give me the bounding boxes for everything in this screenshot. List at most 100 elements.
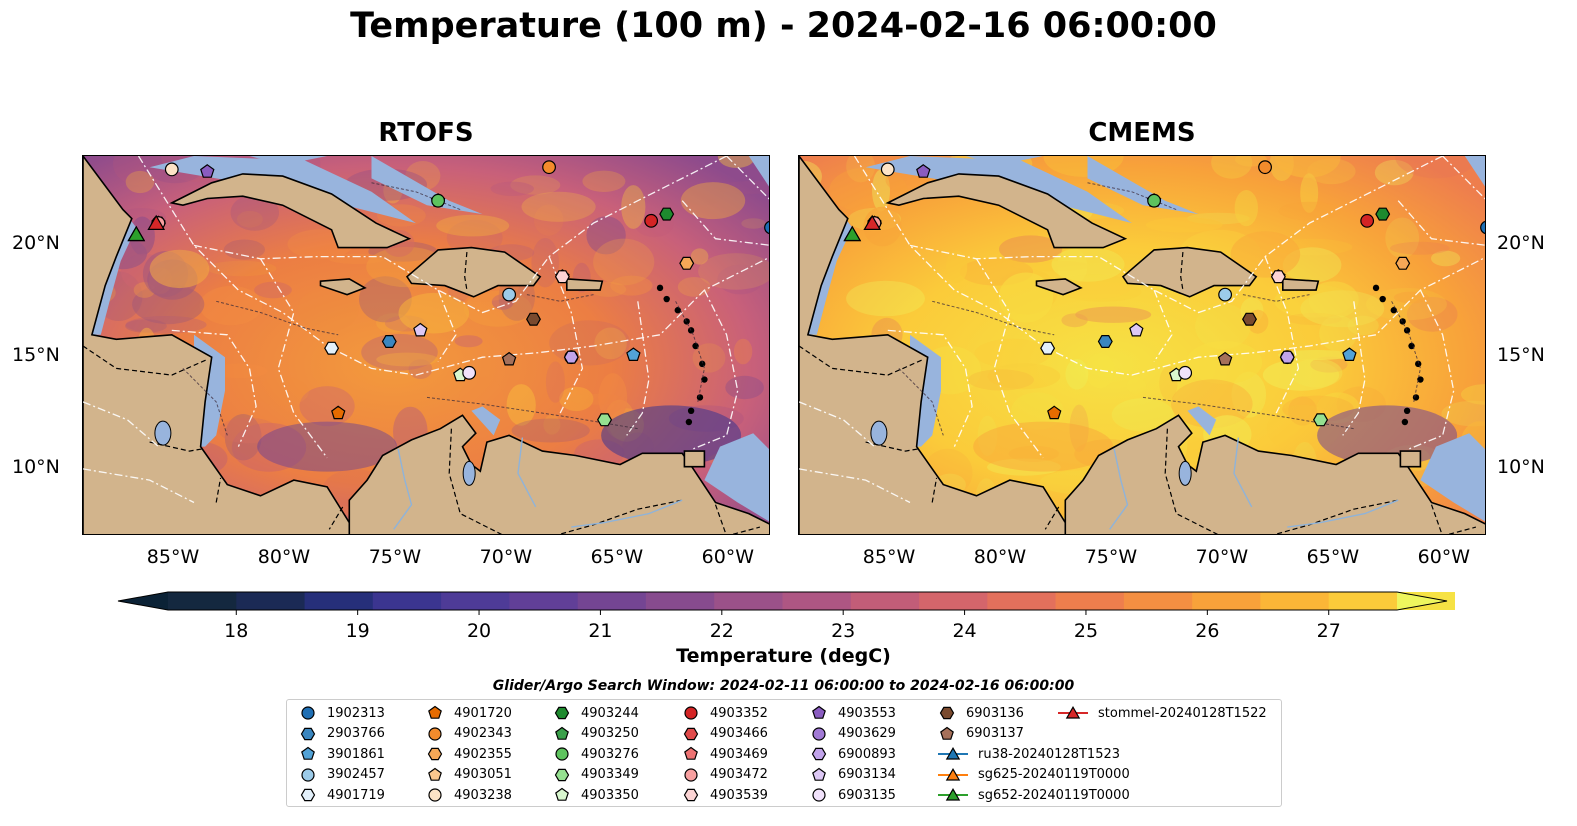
legend-marker	[428, 767, 442, 781]
legend-glider-icon	[938, 767, 968, 781]
glider-marker-sg652-20240119T0000	[843, 225, 862, 242]
legend-label: 3901861	[327, 746, 385, 762]
lon-tick-label: 75°W	[1084, 546, 1138, 568]
legend-float-icon	[812, 767, 826, 781]
legend-label: ru38-20240128T1523	[978, 746, 1121, 762]
colorbar-segment	[782, 592, 852, 610]
lon-tick-label: 70°W	[1195, 546, 1249, 568]
lake-maracaibo	[462, 460, 476, 486]
isobath-contours	[182, 182, 705, 436]
legend-marker	[1065, 705, 1081, 719]
lon-tick-label: 65°W	[590, 546, 644, 568]
float-marker-4901720	[1047, 405, 1062, 420]
glider-marker-stommel-20240128T1522	[863, 214, 882, 231]
glider-markers	[127, 214, 166, 242]
legend-float-icon	[554, 768, 570, 781]
colorbar-tick-label: 25	[1074, 620, 1098, 642]
legend-label: 2903766	[327, 726, 385, 741]
colorbar-tick-label: 22	[710, 620, 734, 642]
legend-glider-icon	[1058, 705, 1088, 719]
legend-item: 4903469	[680, 744, 768, 764]
colorbar-extend-low	[118, 592, 168, 610]
float-marker-4903244	[659, 207, 675, 221]
legend-float-icon	[683, 788, 699, 802]
legend-float-icon	[427, 747, 443, 761]
legend-marker	[812, 767, 826, 781]
legend-label: 4903250	[581, 726, 639, 741]
legend-item: 6900893	[808, 744, 896, 764]
float-marker-4902343	[542, 160, 556, 175]
colorbar-segment	[509, 592, 579, 610]
legend-label: 6900893	[838, 746, 896, 762]
float-marker-6903137	[1217, 351, 1233, 366]
glider-markers	[843, 214, 882, 242]
legend-float-icon	[684, 746, 698, 760]
legend: 1902313 2903766 3901861 3902457 4901719 49017…	[286, 699, 1282, 807]
legend-marker	[684, 746, 698, 760]
float-marker-4903539	[1270, 270, 1286, 284]
legend-label: 4903553	[838, 705, 896, 721]
legend-float-icon	[428, 788, 442, 802]
float-marker-6900893	[1279, 350, 1295, 364]
legend-label: 4903350	[581, 787, 639, 803]
legend-marker	[683, 727, 699, 740]
rivers	[393, 437, 683, 530]
legend-float-icon	[812, 726, 826, 741]
legend-float-icon	[301, 706, 315, 720]
float-marker-4903349	[1313, 413, 1329, 427]
argo-float-markers	[151, 160, 769, 427]
float-marker-4902355	[679, 256, 695, 270]
legend-float-icon	[939, 706, 955, 720]
legend-label: 4901719	[327, 787, 385, 803]
legend-float-icon	[554, 706, 570, 720]
legend-float-icon	[812, 788, 826, 802]
legend-item: 4903539	[680, 785, 768, 805]
colorbar-segment	[987, 592, 1057, 610]
colorbar-segment	[714, 592, 784, 610]
float-marker-3902457	[502, 287, 517, 302]
legend-item: 1902313	[297, 703, 385, 723]
lat-tick-label-right: 10°N	[1497, 455, 1545, 478]
legend-item: ru38-20240128T1523	[936, 744, 1120, 764]
legend-marker	[812, 788, 826, 802]
colorbar-segment	[1260, 592, 1330, 610]
legend-float-icon	[683, 727, 699, 740]
legend-item: 4903350	[551, 785, 639, 805]
legend-marker	[300, 788, 316, 802]
legend-float-icon	[684, 767, 698, 782]
legend-float-icon	[555, 747, 569, 761]
legend-item: stommel-20240128T1522	[1056, 703, 1267, 723]
legend-float-icon	[300, 727, 316, 740]
legend-item: 3901861	[297, 744, 385, 764]
colorbar-tick-label: 27	[1317, 620, 1341, 642]
legend-float-icon	[301, 746, 315, 760]
legend-item: 2903766	[297, 724, 385, 744]
lake-maracaibo	[1178, 460, 1192, 486]
float-marker-6903136	[526, 312, 541, 326]
legend-label: 6903135	[838, 787, 896, 803]
legend-label: 4903051	[454, 767, 512, 782]
legend-marker	[945, 787, 961, 801]
lon-tick-label: 75°W	[368, 546, 422, 568]
legend-marker	[301, 746, 315, 760]
float-marker-4903276	[431, 193, 445, 208]
lon-tick-label: 85°W	[146, 546, 200, 568]
legend-label: stommel-20240128T1522	[1098, 705, 1267, 721]
legend-item: 6903136	[936, 703, 1024, 723]
float-marker-4903352	[1360, 213, 1375, 228]
legend-item: 4903276	[551, 744, 639, 764]
float-marker-1902313	[1480, 220, 1485, 235]
lon-tick-label: 80°W	[973, 546, 1027, 568]
legend-float-icon	[428, 705, 442, 719]
legend-label: 6903137	[966, 726, 1024, 741]
float-marker-4901720	[331, 405, 346, 420]
colorbar-segment	[645, 592, 715, 610]
eez-boundaries	[83, 156, 769, 504]
legend-label: sg625-20240119T0000	[978, 767, 1130, 782]
float-marker-4903349	[597, 413, 613, 427]
float-marker-1902313	[764, 220, 769, 235]
colorbar-outline	[117, 591, 1448, 611]
legend-float-icon	[555, 726, 569, 740]
colorbar-segment	[168, 592, 237, 610]
legend-marker	[945, 746, 961, 760]
